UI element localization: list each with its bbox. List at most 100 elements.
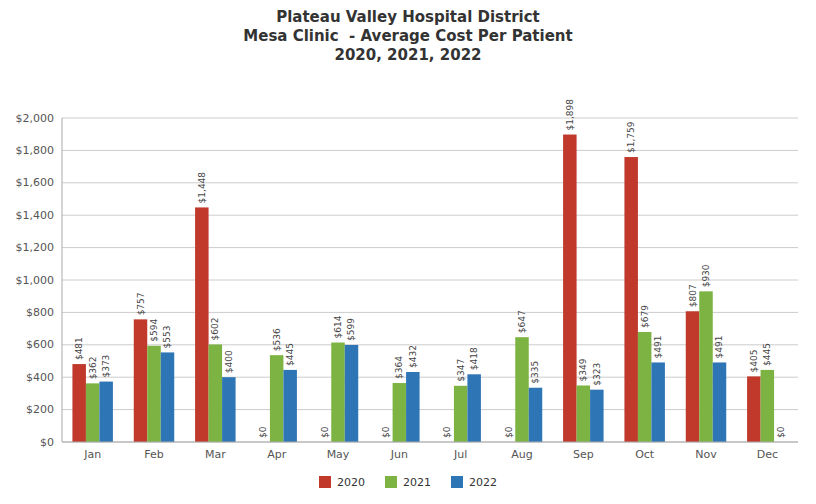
legend-label: 2022 [469, 476, 497, 489]
bar [270, 355, 283, 442]
grid-line [62, 215, 798, 216]
bar [747, 376, 760, 442]
x-tick-label: Sep [573, 448, 594, 461]
grid-line [62, 150, 798, 151]
data-label: $599 [346, 318, 356, 341]
grid [62, 118, 798, 442]
data-labels: $481 $757 $1,448 $0 $0 $0 $0 $0 $1,898 $1,759 $807… [74, 99, 786, 438]
title-line: Plateau Valley Hospital District [276, 8, 540, 26]
x-tick-label: Dec [757, 448, 778, 461]
x-axis [62, 442, 798, 443]
data-label: $405 [749, 349, 759, 372]
bar [529, 388, 542, 442]
data-label: $0 [258, 426, 268, 438]
grid-line [62, 280, 798, 281]
x-tick-label: Aug [511, 448, 532, 461]
data-label: $807 [688, 284, 698, 307]
data-label: $0 [776, 426, 786, 438]
y-tick-label: $1,200 [16, 241, 55, 254]
y-tick-label: $600 [26, 338, 54, 351]
bar [283, 370, 296, 442]
data-label: $1,759 [626, 121, 636, 153]
x-tick-label: Apr [267, 448, 287, 461]
data-label: $0 [442, 426, 452, 438]
legend-label: 2020 [337, 476, 365, 489]
bar [651, 362, 664, 442]
grid-line [62, 182, 798, 183]
y-tick-label: $800 [26, 306, 54, 319]
grid-line [62, 118, 798, 119]
bar [713, 362, 726, 442]
title-line: Mesa Clinic - Average Cost Per Patient [243, 27, 572, 45]
legend-label: 2021 [403, 476, 431, 489]
data-label: $1,898 [565, 99, 575, 131]
data-label: $0 [381, 426, 391, 438]
bar [563, 135, 576, 442]
data-label: $445 [762, 343, 772, 366]
data-label: $614 [333, 315, 343, 338]
data-label: $1,448 [197, 172, 207, 204]
grid-line [62, 247, 798, 248]
chart: Plateau Valley Hospital DistrictMesa Cli… [0, 0, 816, 504]
data-label: $349 [578, 358, 588, 381]
data-label: $347 [456, 359, 466, 382]
y-tick-label: $400 [26, 371, 54, 384]
bar [195, 207, 208, 442]
bar [454, 386, 467, 442]
y-tick-label: $2,000 [16, 112, 55, 125]
data-label: $594 [149, 319, 159, 342]
bar [222, 377, 235, 442]
x-tick-label: Nov [695, 448, 717, 461]
data-label: $481 [74, 337, 84, 360]
data-label: $362 [88, 356, 98, 379]
bar [406, 372, 419, 442]
legend-swatch [385, 476, 397, 488]
bar [393, 383, 406, 442]
bar [699, 291, 712, 442]
bar [99, 382, 112, 442]
bar [331, 343, 344, 442]
bar [590, 390, 603, 442]
bar [638, 332, 651, 442]
bar [147, 346, 160, 442]
data-label: $491 [714, 336, 724, 359]
bar [515, 337, 528, 442]
data-label: $536 [272, 328, 282, 351]
bar [761, 370, 774, 442]
data-label: $553 [162, 326, 172, 349]
data-label: $647 [517, 310, 527, 333]
data-label: $400 [224, 350, 234, 373]
legend-swatch [319, 476, 331, 488]
legend: 2020 2021 2022 [319, 476, 497, 489]
y-axis [62, 118, 63, 442]
y-tick-label: $1,400 [16, 209, 55, 222]
y-tick-label: $1,000 [16, 274, 55, 287]
data-label: $445 [285, 343, 295, 366]
x-tick-label: Oct [635, 448, 655, 461]
data-label: $418 [469, 347, 479, 370]
data-label: $364 [394, 356, 404, 379]
data-label: $0 [320, 426, 330, 438]
bar [209, 344, 222, 442]
data-label: $335 [530, 361, 540, 384]
y-tick-label: $200 [26, 403, 54, 416]
legend-swatch [451, 476, 463, 488]
y-tick-label: $1,800 [16, 144, 55, 157]
x-tick-label: Jun [390, 448, 408, 461]
y-tick-label: $1,600 [16, 176, 55, 189]
data-label: $0 [504, 426, 514, 438]
x-tick-label: Mar [205, 448, 226, 461]
data-label: $930 [701, 264, 711, 287]
data-label: $432 [408, 345, 418, 368]
bar [577, 385, 590, 442]
data-label: $757 [136, 292, 146, 315]
x-tick-label: Jan [83, 448, 101, 461]
x-tick-label: Jul [453, 448, 467, 461]
bar [467, 374, 480, 442]
bar [134, 319, 147, 442]
data-label: $679 [640, 305, 650, 328]
data-label: $491 [653, 336, 663, 359]
bar [345, 345, 358, 442]
y-tick-label: $0 [40, 436, 54, 449]
bar [686, 311, 699, 442]
